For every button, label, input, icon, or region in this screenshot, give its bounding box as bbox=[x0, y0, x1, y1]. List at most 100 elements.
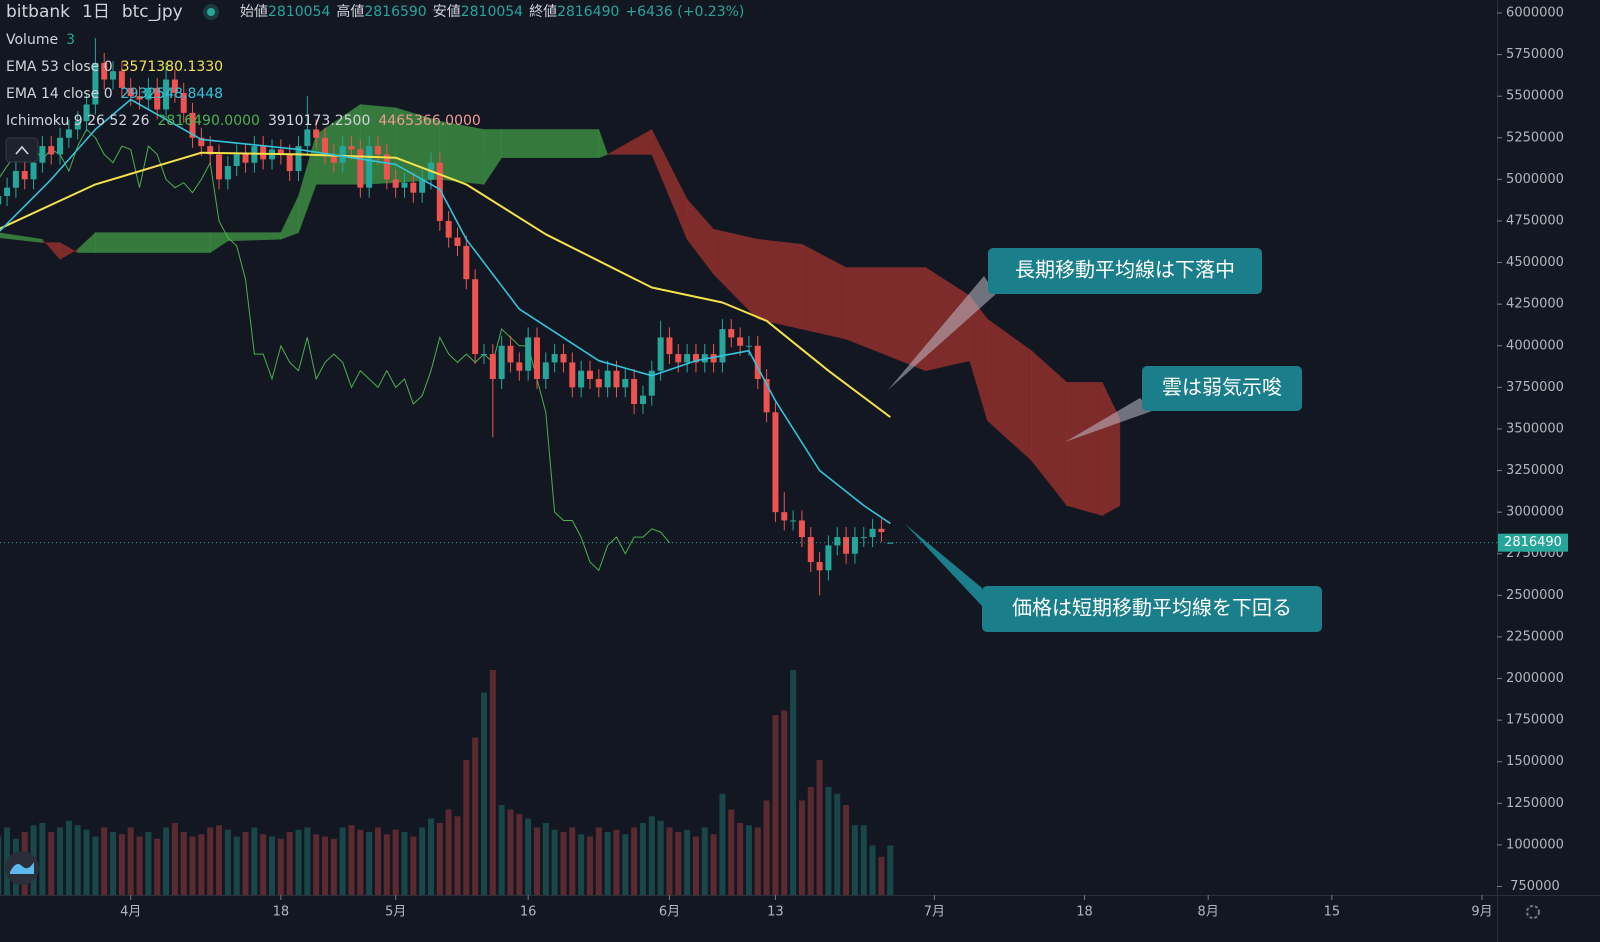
volume-bar bbox=[322, 836, 329, 895]
collapse-icon bbox=[15, 145, 29, 155]
volume-bar bbox=[110, 832, 117, 895]
candle-body bbox=[498, 345, 505, 380]
volume-bar bbox=[604, 832, 611, 895]
status-dot bbox=[207, 8, 215, 16]
y-tick-label: 1000000 bbox=[1506, 837, 1564, 852]
candle-body bbox=[322, 137, 329, 155]
candle-body bbox=[560, 354, 567, 363]
y-tick-label: 2250000 bbox=[1506, 629, 1564, 644]
candle-body bbox=[198, 137, 205, 147]
callout-box bbox=[988, 248, 1262, 294]
volume-bar bbox=[375, 827, 382, 895]
price-label-bg bbox=[1498, 533, 1568, 552]
volume-bar bbox=[339, 827, 346, 895]
settings-icon[interactable] bbox=[1526, 905, 1540, 919]
candle-body bbox=[887, 542, 894, 544]
volume-bar bbox=[118, 834, 125, 895]
y-tick-label: 1500000 bbox=[1506, 754, 1564, 769]
candle-body bbox=[507, 345, 514, 363]
candle-body bbox=[436, 162, 443, 221]
volume-bar bbox=[560, 832, 567, 895]
volume-bar bbox=[719, 793, 726, 895]
x-tick-label: 15 bbox=[1324, 905, 1341, 920]
candle-body bbox=[569, 362, 576, 388]
volume-bar bbox=[401, 832, 408, 895]
volume-bar bbox=[533, 827, 540, 895]
candle-body bbox=[419, 179, 426, 193]
y-tick-label: 4000000 bbox=[1506, 338, 1564, 353]
candle-body bbox=[631, 379, 638, 404]
volume-bar bbox=[145, 832, 152, 895]
candle-body bbox=[242, 154, 249, 163]
y-tick-label: 3750000 bbox=[1506, 380, 1564, 395]
volume-bar bbox=[65, 820, 72, 895]
volume-bar bbox=[798, 800, 805, 895]
volume-bar bbox=[251, 827, 258, 895]
candle-body bbox=[101, 62, 108, 80]
y-tick-label: 5250000 bbox=[1506, 130, 1564, 145]
high-value: 2816590 bbox=[364, 4, 426, 20]
volume-bar bbox=[887, 845, 894, 895]
volume-bar bbox=[666, 827, 673, 895]
candle-body bbox=[798, 520, 805, 538]
y-tick-label: 6000000 bbox=[1506, 5, 1564, 20]
legend-value: 3 bbox=[66, 32, 75, 48]
candle-body bbox=[180, 92, 187, 113]
volume-bar bbox=[410, 836, 417, 895]
candle-body bbox=[330, 154, 337, 163]
candle-body bbox=[533, 337, 540, 380]
candle-body bbox=[586, 370, 593, 380]
volume-bar bbox=[516, 814, 523, 895]
volume-bar bbox=[639, 823, 646, 895]
ema53-legend: EMA 53 close 0 3571380.1330 bbox=[6, 59, 223, 75]
volume-bar bbox=[83, 829, 90, 895]
open-value: 2810054 bbox=[268, 4, 330, 20]
candle-body bbox=[516, 362, 523, 371]
candle-body bbox=[816, 562, 823, 571]
volume-bar bbox=[216, 825, 223, 895]
candle-body bbox=[763, 379, 770, 413]
volume-bar bbox=[692, 836, 699, 895]
candle-body bbox=[772, 412, 779, 513]
candle-body bbox=[851, 537, 858, 554]
candle-body bbox=[525, 337, 532, 371]
candle-body bbox=[710, 354, 717, 363]
cloud-segment bbox=[227, 232, 282, 242]
volume-bar bbox=[843, 805, 850, 895]
candle-body bbox=[339, 146, 346, 163]
candle-body bbox=[127, 87, 134, 97]
logo-icon bbox=[10, 862, 34, 874]
legend-name: EMA 14 close 0 bbox=[6, 86, 113, 102]
candle-body bbox=[401, 182, 408, 188]
volume-bar bbox=[74, 825, 81, 895]
exchange: bitbank bbox=[6, 2, 70, 22]
volume-bar bbox=[348, 825, 355, 895]
volume-bar bbox=[781, 710, 788, 895]
volume-bar bbox=[790, 670, 797, 895]
candle-body bbox=[383, 154, 390, 180]
legend-value: 2816490.0000 bbox=[158, 113, 260, 129]
volume-bar bbox=[542, 823, 549, 895]
candle-body bbox=[790, 520, 797, 522]
x-tick-label: 18 bbox=[273, 905, 290, 920]
collapse-button[interactable] bbox=[5, 137, 39, 163]
volume-bar bbox=[48, 832, 55, 895]
volume-bar bbox=[489, 670, 496, 895]
candle-body bbox=[224, 166, 231, 180]
volume-bar bbox=[878, 856, 885, 895]
candle-body bbox=[754, 345, 761, 380]
candle-body bbox=[392, 179, 399, 188]
candle-body bbox=[622, 379, 629, 388]
candle-body bbox=[233, 154, 240, 167]
candle-body bbox=[445, 220, 452, 238]
volume-bar bbox=[507, 809, 514, 895]
y-tick-label: 4500000 bbox=[1506, 255, 1564, 270]
callout-pointer bbox=[888, 276, 996, 390]
y-tick-label: 4250000 bbox=[1506, 297, 1564, 312]
candle-body bbox=[657, 337, 664, 371]
cloud-segment bbox=[598, 129, 609, 159]
volume-bar bbox=[57, 827, 64, 895]
volume-bar bbox=[498, 805, 505, 895]
volume-bar bbox=[454, 816, 461, 895]
